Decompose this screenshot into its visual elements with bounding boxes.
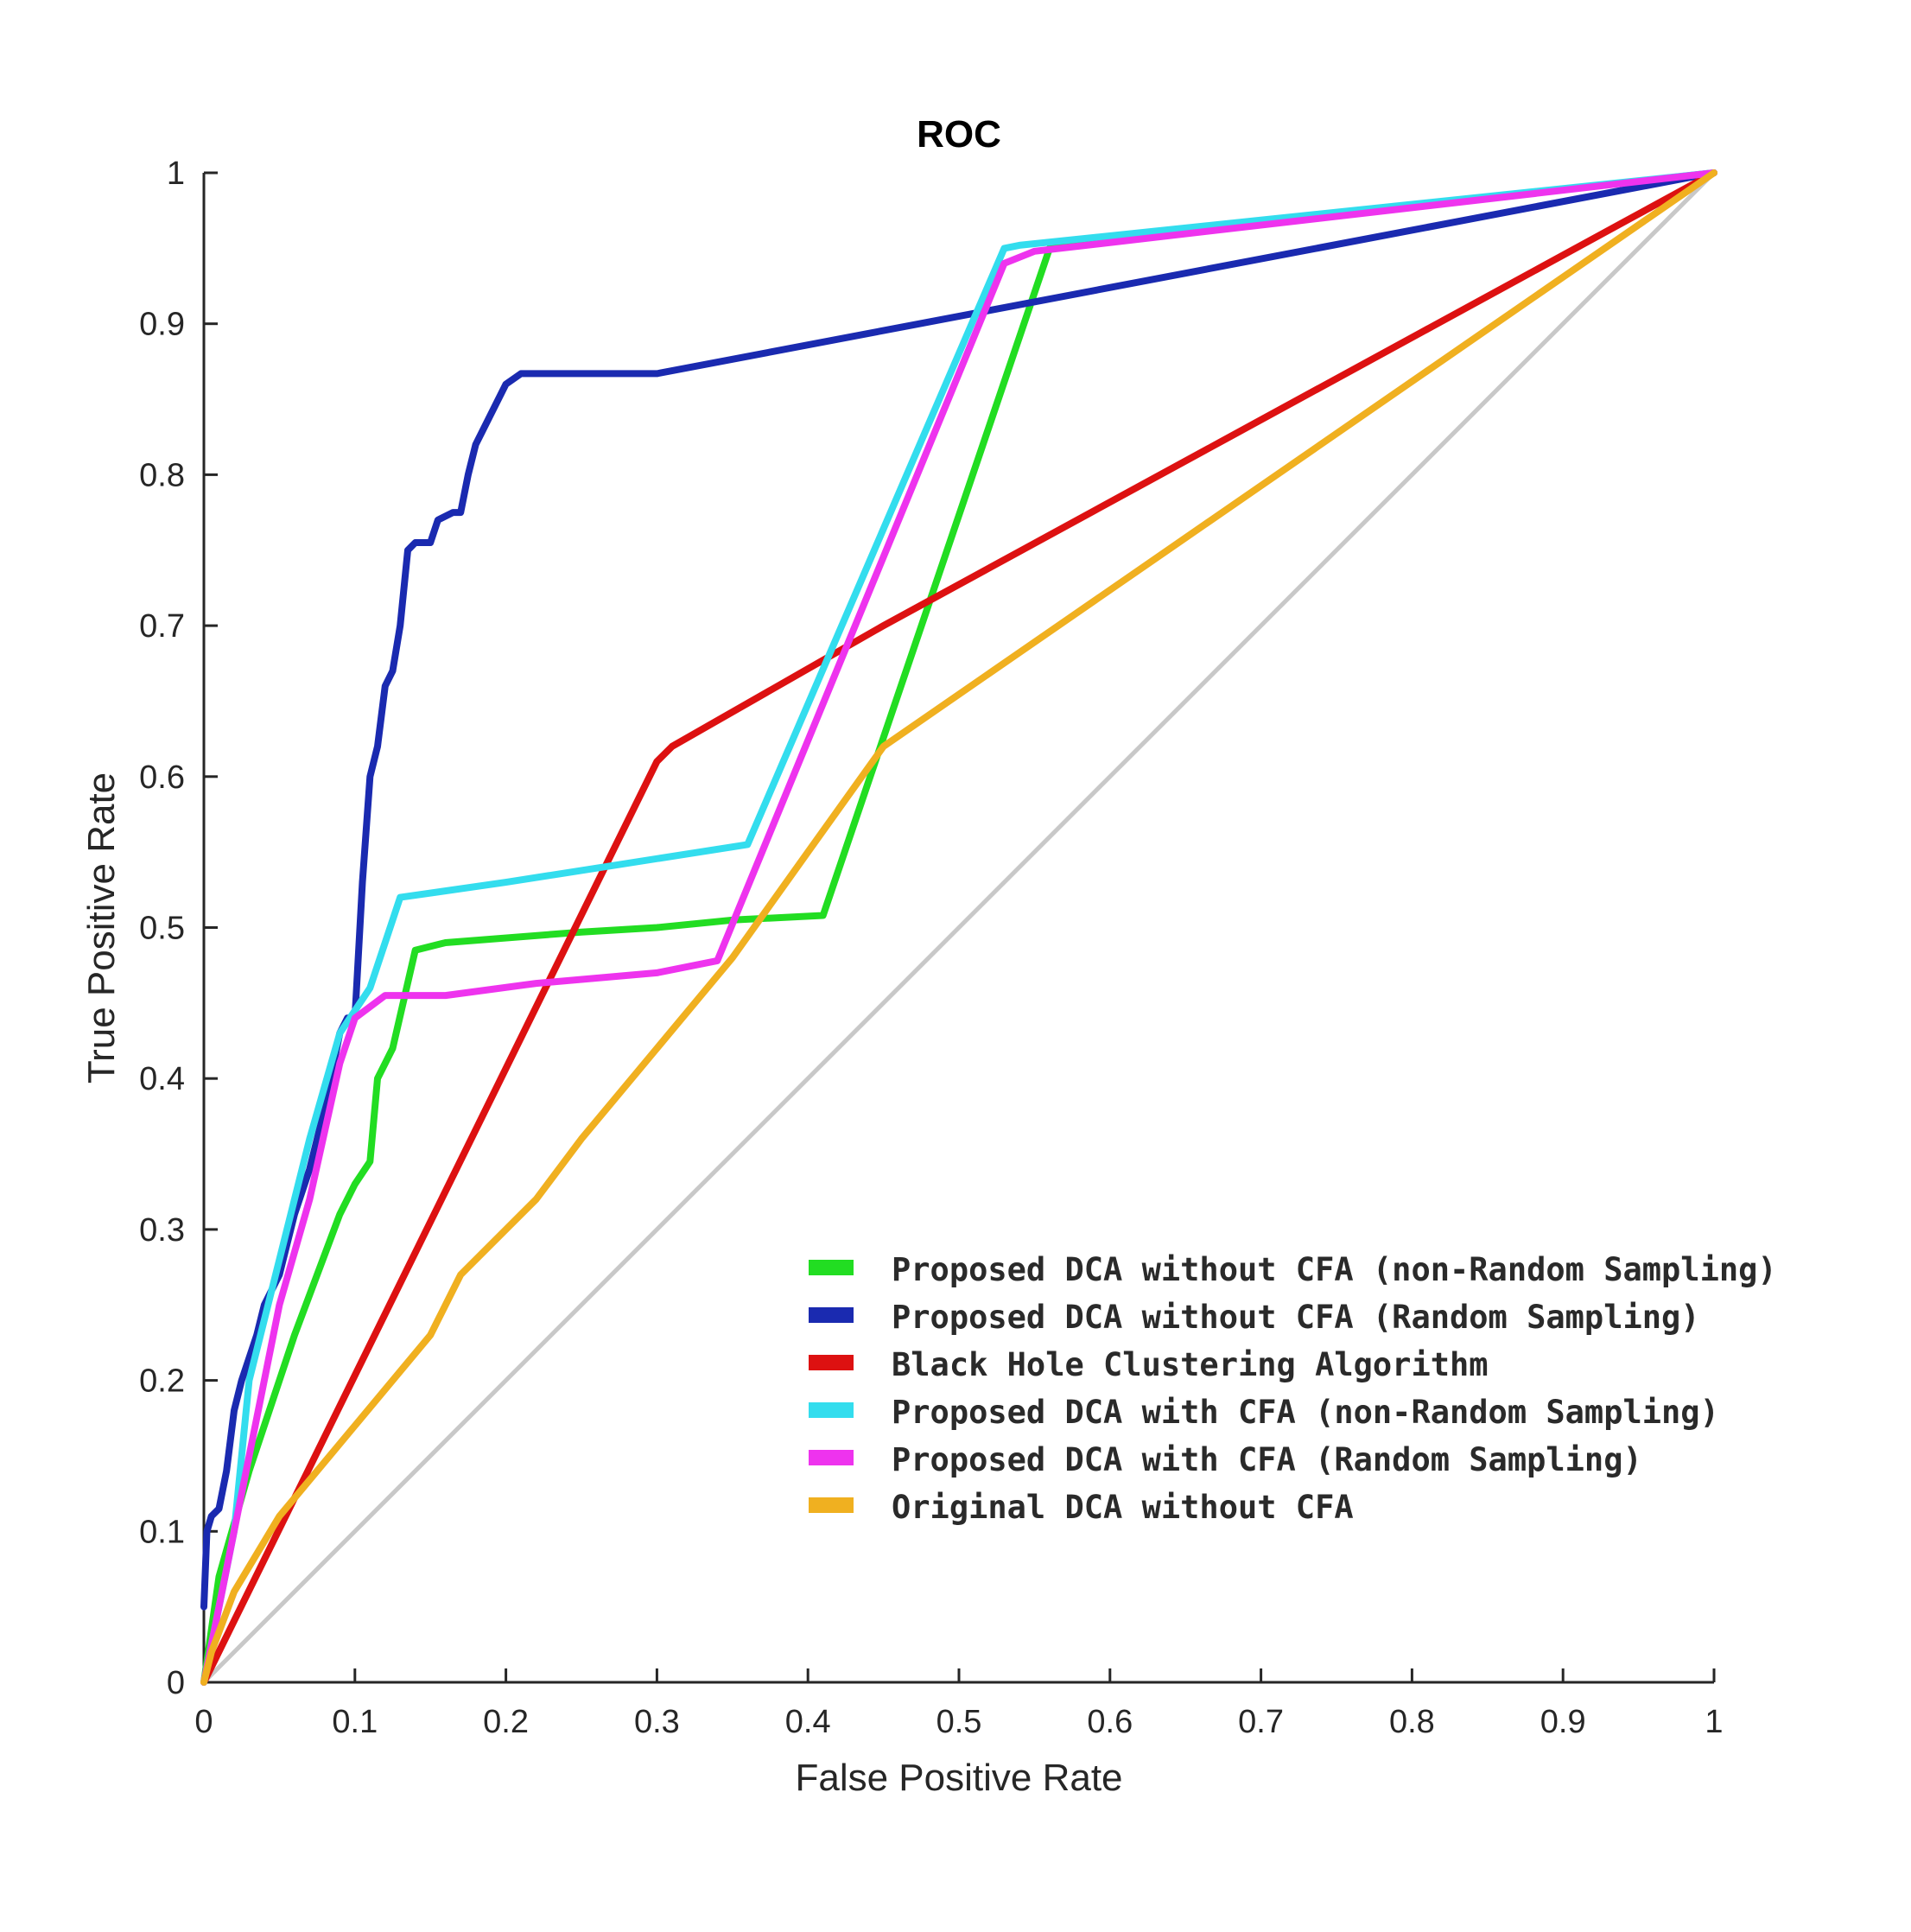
y-tick-label: 0.1	[139, 1514, 185, 1550]
legend-swatch	[809, 1402, 854, 1418]
x-tick-label: 0.9	[1540, 1704, 1586, 1740]
series-line-proposed-dca-without-cfa-random-sampling	[200, 169, 1717, 1611]
y-tick-label: 0.3	[139, 1212, 185, 1249]
legend-label: Proposed DCA with CFA (Random Sampling)	[892, 1441, 1642, 1478]
y-tick-label: 1	[167, 156, 185, 192]
legend-label: Proposed DCA with CFA (non-Random Sampli…	[892, 1394, 1719, 1431]
y-tick-label: 0	[167, 1665, 185, 1701]
y-axis-label: True Positive Rate	[80, 772, 123, 1084]
legend-swatch	[809, 1307, 854, 1323]
legend-label: Proposed DCA without CFA (Random Samplin…	[892, 1299, 1700, 1336]
random-guess-line	[202, 171, 1716, 1684]
legend-swatch	[809, 1497, 854, 1513]
y-tick-label: 0.8	[139, 457, 185, 493]
legend-label: Black Hole Clustering Algorithm	[892, 1346, 1489, 1383]
x-tick-label: 0.8	[1389, 1704, 1435, 1740]
reference-diagonal	[202, 171, 1716, 1684]
legend-swatch	[809, 1450, 854, 1465]
series-line-black-hole-clustering-algorithm	[200, 169, 1717, 1686]
legend-label: Proposed DCA without CFA (non-Random Sam…	[892, 1251, 1777, 1288]
x-tick-label: 1	[1705, 1704, 1723, 1740]
series-line-original-dca-without-cfa	[200, 169, 1717, 1686]
legend-swatch	[809, 1355, 854, 1370]
x-tick-label: 0.5	[936, 1704, 982, 1740]
series-lines	[200, 169, 1717, 1686]
legend: Proposed DCA without CFA (non-Random Sam…	[809, 1251, 1777, 1526]
x-tick-label: 0.2	[483, 1704, 529, 1740]
y-tick-label: 0.7	[139, 608, 185, 645]
x-tick-label: 0.7	[1238, 1704, 1284, 1740]
chart-title: ROC	[917, 113, 1001, 156]
series-line-proposed-dca-without-cfa-non-random-sampling	[200, 169, 1717, 1686]
x-tick-label: 0.3	[634, 1704, 680, 1740]
axes: 0 0.1 0.2 0.3 0.4 0.5 0.6 0.7 0.8 0.9 1 0 0.1 0.2 0.3 0…	[139, 156, 1723, 1740]
x-tick-label: 0.4	[785, 1704, 831, 1740]
y-tick-label: 0.4	[139, 1061, 185, 1097]
y-tick-label: 0.5	[139, 911, 185, 947]
y-tick-label: 0.2	[139, 1363, 185, 1400]
x-tick-label: 0.1	[332, 1704, 378, 1740]
legend-label: Original DCA without CFA	[892, 1489, 1354, 1526]
legend-swatch	[809, 1260, 854, 1275]
y-tick-label: 0.6	[139, 759, 185, 796]
series-line-proposed-dca-with-cfa-random-sampling	[200, 169, 1717, 1686]
y-tick-label: 0.9	[139, 307, 185, 343]
x-tick-label: 0	[194, 1704, 213, 1740]
x-tick-label: 0.6	[1087, 1704, 1133, 1740]
x-axis-label: False Positive Rate	[795, 1757, 1122, 1799]
